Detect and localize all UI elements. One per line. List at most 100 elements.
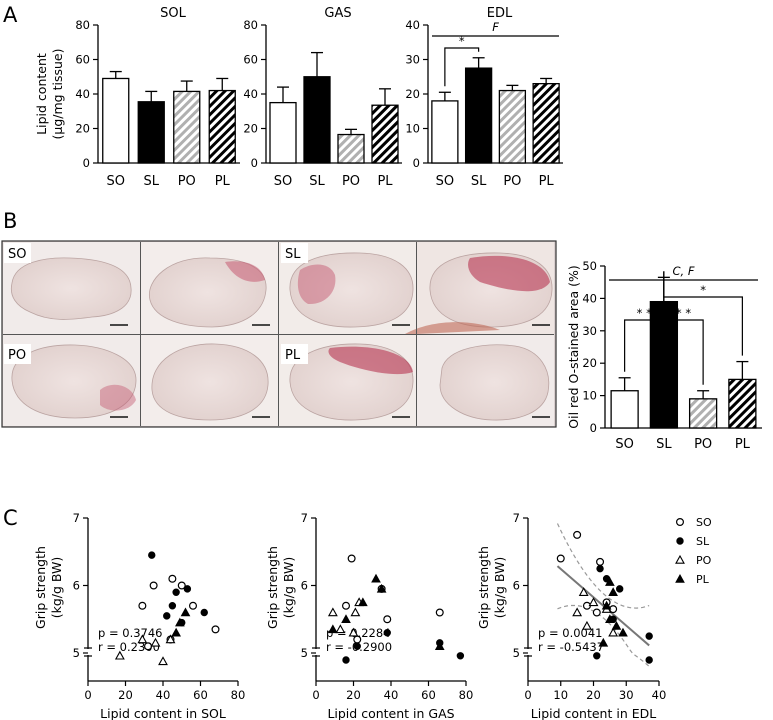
y-tick-label: 0 <box>590 421 597 435</box>
y-tick-label: 6 <box>301 579 308 593</box>
point-pl <box>434 641 445 650</box>
bar-po <box>688 398 718 429</box>
point-po <box>158 656 168 666</box>
point-so <box>353 635 362 644</box>
y-tick-label: 7 <box>73 511 80 525</box>
point-po <box>608 627 619 637</box>
point-pl <box>358 597 368 607</box>
p-value: p = 0.3746 <box>98 626 163 640</box>
chart-title: GAS <box>324 6 351 21</box>
y-axis-label-group: Grip strength(kg/g BW) <box>265 546 296 629</box>
point-sl <box>616 585 624 593</box>
x-tick-label: 40 <box>652 688 667 702</box>
y-tick-label: 20 <box>75 122 90 136</box>
y-tick-label: 60 <box>75 53 90 67</box>
point-so <box>177 581 186 590</box>
x-tick-label: SL <box>144 174 160 189</box>
bar-sl <box>137 101 165 164</box>
bar-pl <box>208 89 236 164</box>
point-pl <box>601 600 612 610</box>
point-pl <box>605 577 615 586</box>
panel-letter-c: C <box>3 506 18 530</box>
point-so <box>189 601 198 610</box>
x-tick-label: PO <box>178 174 196 189</box>
x-tick-label: PO <box>503 174 521 189</box>
bar-sl <box>303 76 331 164</box>
point-pl <box>376 583 387 593</box>
x-tick-label: 0 <box>312 688 319 702</box>
y-tick-label: 40 <box>405 18 420 32</box>
point-so <box>342 601 351 610</box>
x-tick-label: SL <box>471 174 487 189</box>
point-po <box>350 607 361 617</box>
point-sl <box>593 652 601 660</box>
significance-bracket <box>444 47 480 87</box>
point-sl <box>183 585 192 593</box>
micrograph-po-2 <box>141 335 278 426</box>
legend-label-so: SO <box>696 516 712 529</box>
significance-label: * * <box>637 306 652 320</box>
point-po <box>165 634 176 644</box>
regression-line <box>556 565 650 647</box>
y-tick-label: 60 <box>243 53 258 67</box>
x-axis-label-group: Lipid content in GAS(μg/mg) <box>327 706 454 720</box>
micro-label-sl: SL <box>285 247 301 262</box>
point-po <box>137 634 148 644</box>
micro-label-sl-box <box>281 243 308 263</box>
legend-label-sl: SL <box>696 535 710 548</box>
point-so <box>383 615 392 624</box>
point-sl <box>163 612 171 620</box>
point-po <box>572 607 583 617</box>
micrograph-sl-1 <box>279 242 416 334</box>
lipid-edl-bar-chart: 0 10 20 30 40 EDL SO SL PO PL F * <box>405 6 563 189</box>
bar-sl <box>464 67 493 164</box>
y-axis-label-group: Lipid content(μg/mg tissue) <box>34 49 65 140</box>
micrograph-so-1 <box>3 242 140 334</box>
significance-label: * <box>459 34 465 48</box>
y-tick-label: 0 <box>251 156 258 170</box>
y-axis-label: Grip strength(kg/g BW) <box>265 546 296 629</box>
micro-label-so: SO <box>8 247 26 262</box>
point-so <box>168 574 177 583</box>
point-so <box>592 608 601 617</box>
point-po <box>578 587 589 597</box>
point-sl <box>200 608 208 617</box>
x-axis-label: Lipid content in EDL(μg/mg) <box>531 706 656 720</box>
point-pl <box>341 614 351 623</box>
bar-pl <box>532 83 560 164</box>
point-sl <box>342 656 350 664</box>
x-axis-label-group: Lipid content in SOL(μg/mg) <box>100 706 226 720</box>
panel-letter-b: B <box>3 209 17 233</box>
point-po <box>327 607 338 617</box>
x-tick-label: 20 <box>586 688 601 702</box>
point-so <box>138 601 147 610</box>
point-so <box>149 581 158 590</box>
y-tick-label: 0 <box>83 156 90 170</box>
x-tick-label: PO <box>694 437 712 452</box>
micrograph-sl-2 <box>405 242 554 334</box>
point-sl <box>596 564 604 573</box>
y-tick-label: 5 <box>301 646 308 660</box>
x-tick-label: 30 <box>619 688 634 702</box>
y-tick-label: 30 <box>582 324 597 338</box>
x-tick-label: 40 <box>384 688 399 702</box>
significance-bracket <box>624 271 665 372</box>
x-tick-label: 0 <box>84 688 91 702</box>
r-value: r = 0.2300 <box>98 640 160 654</box>
y-axis-label-group: Grip strength(kg/g BW) <box>476 546 507 629</box>
x-tick-label: PO <box>342 174 360 189</box>
bar-po <box>498 89 527 164</box>
y-tick-label: 30 <box>405 53 420 67</box>
y-axis-label: Grip strength(kg/g BW) <box>33 546 64 629</box>
x-tick-label: SO <box>107 174 125 189</box>
point-sl <box>353 642 361 650</box>
grip-vs-gas-scatter: 5 6 7 0 20 40 60 80 Lipid content in GAS(μg/mg) G… <box>265 511 473 720</box>
point-po <box>588 597 599 607</box>
point-pl <box>171 627 181 637</box>
micrograph-pl-2 <box>417 335 554 426</box>
point-sl <box>172 588 180 596</box>
y-tick-label: 50 <box>582 259 597 273</box>
point-so <box>211 625 220 634</box>
y-tick-label: 5 <box>513 646 520 660</box>
